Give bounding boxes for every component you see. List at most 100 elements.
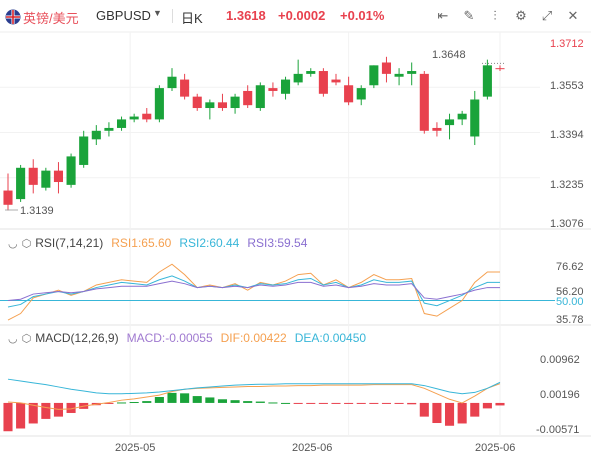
- macd-bar: [407, 402, 417, 405]
- symbol-name-cn[interactable]: 英镑/美元: [23, 11, 79, 26]
- candle-body: [192, 96, 202, 109]
- settings-icon[interactable]: ⚙: [515, 8, 527, 23]
- chart-toolbar: 英镑/美元 GBPUSD ▼ 日K 1.3618 +0.0002 +0.01% …: [0, 0, 591, 32]
- macd-bar: [3, 402, 13, 432]
- macd-bar: [41, 402, 51, 419]
- candle-body: [91, 130, 101, 140]
- settings-icon[interactable]: ⬡: [21, 237, 32, 250]
- candle-body: [3, 190, 13, 205]
- macd-bar: [28, 402, 38, 424]
- hide-eye-icon[interactable]: ◡: [8, 237, 18, 250]
- candle-body: [369, 65, 379, 86]
- candle-body: [129, 116, 139, 120]
- candle-body: [293, 73, 303, 83]
- macd-bar: [318, 402, 328, 404]
- macd-bar: [369, 402, 379, 404]
- candle-body: [16, 167, 26, 200]
- macd-bar: [331, 402, 341, 404]
- macd-bar: [268, 402, 278, 404]
- collapse-icon[interactable]: ⇤: [437, 8, 449, 23]
- candle-body: [381, 62, 392, 74]
- candle-body: [457, 113, 467, 120]
- candle-body: [482, 65, 492, 97]
- candle-body: [344, 85, 354, 103]
- candle-body: [167, 76, 177, 89]
- hide-eye-icon[interactable]: ◡: [8, 332, 18, 345]
- settings-icon[interactable]: ⬡: [21, 332, 32, 345]
- candle-body: [280, 79, 291, 94]
- candle-body: [419, 73, 429, 131]
- candle-body: [205, 102, 215, 109]
- macd-bar: [230, 400, 240, 403]
- macd-histogram: [3, 392, 505, 432]
- draw-icon[interactable]: ✎: [463, 8, 475, 23]
- macd-bar: [129, 402, 139, 404]
- rsi2-line: [7, 275, 500, 308]
- macd-bar: [180, 393, 190, 403]
- rsi3-line: [7, 280, 500, 302]
- rsi-tick: 56.20: [556, 286, 584, 298]
- candle-body: [79, 136, 89, 165]
- candlestick-series: [3, 56, 505, 211]
- macd-bar: [293, 402, 303, 404]
- time-tick: 2025-06: [292, 442, 332, 454]
- candle-body: [142, 113, 152, 120]
- candle-body: [53, 170, 64, 183]
- candle-body: [356, 88, 366, 100]
- time-tick: 2025-05: [115, 442, 155, 454]
- macd-bar: [356, 402, 366, 404]
- grid: [0, 32, 540, 436]
- period-selector[interactable]: 日K: [181, 11, 203, 26]
- dea-value: DEA:0.00450: [294, 331, 367, 345]
- fullscreen-icon[interactable]: ⤢: [541, 8, 553, 23]
- macd-tick: -0.00571: [536, 424, 579, 436]
- macd-title[interactable]: MACD(12,26,9): [35, 331, 119, 345]
- macd-bar: [205, 397, 215, 403]
- candle-body: [331, 79, 341, 83]
- candle-body: [243, 90, 253, 106]
- price-tick: 1.3553: [550, 80, 584, 92]
- macd-bar: [280, 402, 291, 404]
- candle-body: [318, 71, 328, 94]
- candle-body: [268, 88, 278, 91]
- macd-bar: [482, 402, 492, 409]
- price-axis: 1.3712 1.3553 1.3394 1.3235 1.3076: [550, 38, 584, 230]
- macd-bar: [66, 402, 76, 413]
- symbol-code[interactable]: GBPUSD: [96, 8, 151, 23]
- time-tick: 2025-06: [475, 442, 515, 454]
- macd-bar: [154, 396, 164, 403]
- dea-line: [7, 378, 501, 395]
- dif-value: DIF:0.00422: [220, 331, 287, 345]
- rsi-axis: 76.62 56.20 50.00 35.78: [556, 261, 584, 326]
- macd-tick: 0.00962: [540, 354, 580, 366]
- price-tick: 1.3394: [550, 129, 584, 141]
- macd-bar: [394, 402, 404, 404]
- indicator-icon[interactable]: ⫶: [493, 8, 497, 23]
- macd-bar: [192, 396, 202, 403]
- macd-bar: [104, 402, 114, 404]
- macd-bar: [243, 401, 253, 403]
- candle-body: [444, 119, 455, 126]
- close-icon[interactable]: ✕: [567, 8, 579, 23]
- low-price-annotation: 1.3139: [20, 205, 54, 217]
- macd-tick: 0.00196: [540, 389, 580, 401]
- macd-bar: [116, 402, 127, 404]
- price-tick: 1.3712: [550, 38, 584, 50]
- candle-body: [217, 102, 228, 109]
- rsi-tick: 76.62: [556, 261, 584, 273]
- macd-bar: [217, 399, 228, 403]
- macd-value: MACD:-0.00055: [126, 331, 213, 345]
- symbol-dropdown-icon[interactable]: ▼: [153, 8, 162, 18]
- candle-body: [394, 73, 404, 77]
- macd-bar: [16, 402, 26, 429]
- price-tick: 1.3076: [550, 218, 584, 230]
- macd-bar: [255, 401, 265, 403]
- macd-bar: [457, 402, 467, 424]
- price-tick: 1.3235: [550, 179, 584, 191]
- candle-body: [230, 96, 240, 109]
- candle-body: [28, 167, 38, 185]
- macd-bar: [344, 402, 354, 404]
- candle-body: [255, 85, 265, 109]
- rsi-title[interactable]: RSI(7,14,21): [35, 236, 104, 250]
